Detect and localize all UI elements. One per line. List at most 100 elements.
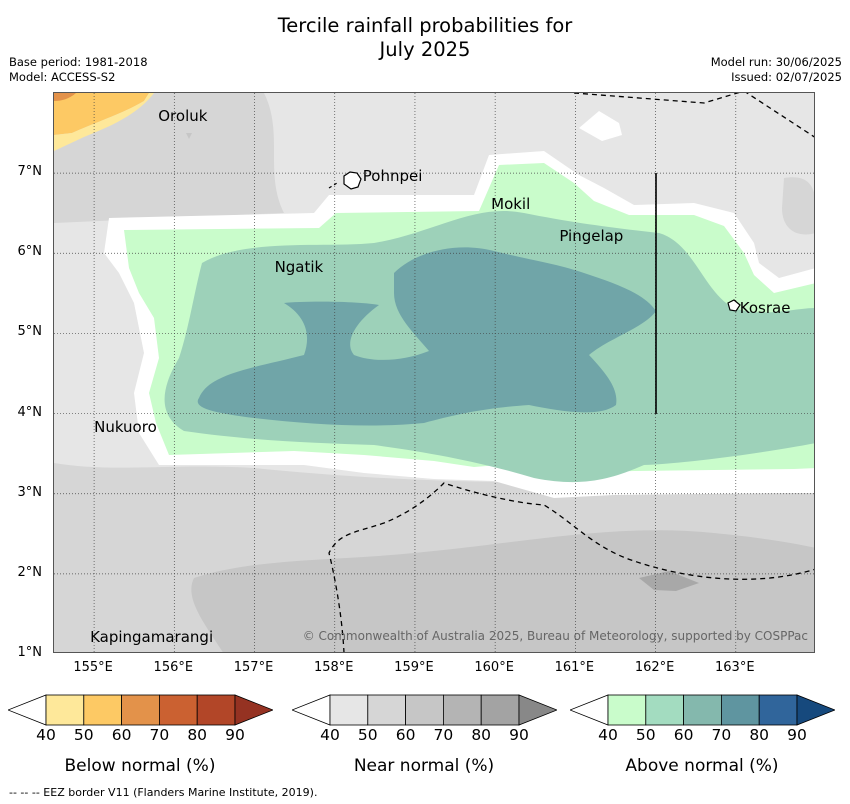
- lat-tick-label: 5°N: [17, 324, 43, 340]
- oroluk-reef: [186, 133, 192, 139]
- colorbar-tick-labels: 40 50 60 70 80 90: [8, 726, 273, 746]
- colorbar-segment: [158, 694, 198, 726]
- colorbar-tick: 50: [635, 726, 656, 744]
- colorbar-tick: 50: [73, 726, 94, 744]
- colorbar-lower-extend: [570, 694, 609, 726]
- colorbar-tick: 60: [673, 726, 694, 744]
- lon-tick-label: 156°E: [153, 660, 194, 675]
- lon-tick-label: 159°E: [394, 660, 434, 675]
- place-label-mokil: Mokil: [491, 195, 531, 214]
- colorbar-segment: [645, 694, 685, 726]
- lat-tick-label: 7°N: [17, 164, 43, 180]
- colorbar-segment: [367, 694, 407, 726]
- base-period: Base period: 1981-2018: [9, 55, 148, 69]
- colorbar-tick: 70: [433, 726, 454, 744]
- run-info: Model run: 30/06/2025 Issued: 02/07/2025: [711, 55, 842, 85]
- place-label-ngatik: Ngatik: [274, 257, 324, 276]
- colorbar-segment: [607, 694, 647, 726]
- colorbar-segment: [720, 694, 760, 726]
- colorbar-tick: 40: [320, 726, 340, 744]
- kosrae-island: [727, 299, 741, 312]
- colorbar-tick: 90: [509, 726, 529, 744]
- lat-tick-label: 4°N: [17, 404, 43, 420]
- eez-border-north: [573, 93, 740, 104]
- place-label-pohnpei: Pohnpei: [362, 167, 423, 186]
- colorbar-above-normal: 40 50 60 70 80 90: [570, 694, 835, 746]
- colorbar-swatches: [570, 694, 835, 726]
- model-name: Model: ACCESS-S2: [9, 70, 116, 84]
- issued-date: Issued: 02/07/2025: [731, 70, 842, 84]
- near-normal-title: Near normal (%): [353, 756, 495, 776]
- map-canvas: [54, 93, 814, 652]
- lon-tick-label: 161°E: [554, 660, 595, 675]
- below-normal-70-patch: [54, 93, 76, 101]
- title-line-1: Tercile rainfall probabilities for: [277, 14, 573, 37]
- colorbar-tick: 80: [749, 726, 770, 744]
- colorbar-segment: [442, 694, 482, 726]
- colorbar-tick: 50: [357, 726, 378, 744]
- graticule: [54, 93, 814, 652]
- near-normal-50-east: [782, 177, 814, 235]
- colorbar-tick: 90: [787, 726, 807, 744]
- below-normal-title: Below normal (%): [64, 756, 216, 776]
- above-normal-70-area: [197, 247, 657, 426]
- colorbar-tick: 60: [395, 726, 416, 744]
- lat-tick-label: 3°N: [17, 484, 43, 500]
- colorbar-segment: [329, 694, 369, 726]
- above-normal-title: Above normal (%): [625, 756, 779, 776]
- colorbar-segment: [683, 694, 722, 726]
- eez-border-pohnpei: [328, 182, 338, 189]
- title-line-2: July 2025: [379, 38, 471, 61]
- colorbar-tick-labels: 40 50 60 70 80 90: [292, 726, 557, 746]
- eez-border-south: [328, 482, 814, 652]
- colorbar-tick: 80: [471, 726, 492, 744]
- colorbar-below-normal: 40 50 60 70 80 90: [8, 694, 273, 746]
- colorbar-segment: [405, 694, 444, 726]
- colorbar-swatches: [8, 694, 273, 726]
- colorbar-segment: [45, 694, 85, 726]
- lon-tick-label: 162°E: [634, 660, 675, 675]
- lat-tick-label: 2°N: [17, 564, 43, 580]
- map-panel[interactable]: Oroluk Pohnpei Mokil Pingelap Ngatik Kosrae Nu…: [53, 92, 815, 653]
- colorbar-segment: [758, 694, 798, 726]
- colorbar-upper-extend: [518, 694, 557, 726]
- small-white-patch: [579, 111, 622, 141]
- near-normal-60-south: [191, 530, 814, 652]
- colorbar-segment: [480, 694, 520, 726]
- colorbar-segment: [196, 694, 236, 726]
- colorbar-lower-extend: [8, 694, 47, 726]
- lon-tick-label: 160°E: [474, 660, 514, 675]
- colorbar-swatches: [292, 694, 557, 726]
- colorbar-segment: [83, 694, 123, 726]
- place-label-kapingamarangi: Kapingamarangi: [90, 627, 214, 646]
- colorbar-tick: 70: [149, 726, 170, 744]
- lon-tick-label: 163°E: [715, 660, 755, 675]
- colorbar-tick-labels: 40 50 60 70 80 90: [570, 726, 835, 746]
- colorbar-lower-extend: [292, 694, 331, 726]
- place-label-pingelap: Pingelap: [559, 227, 624, 246]
- lat-tick-label: 1°N: [17, 645, 43, 660]
- below-normal-60-patch: [54, 93, 149, 135]
- pohnpei-island: [343, 171, 362, 190]
- map-title: Tercile rainfall probabilities for July …: [0, 14, 850, 62]
- colorbar-tick: 60: [111, 726, 132, 744]
- colorbar-tick: 40: [598, 726, 618, 744]
- lon-tick-label: 157°E: [233, 660, 274, 675]
- model-info: Base period: 1981-2018 Model: ACCESS-S2: [9, 55, 148, 85]
- colorbar-tick: 80: [187, 726, 208, 744]
- colorbar-near-normal: 40 50 60 70 80 90: [292, 694, 557, 746]
- colorbar-upper-extend: [796, 694, 835, 726]
- colorbar-tick: 40: [36, 726, 56, 744]
- place-label-nukuoro: Nukuoro: [94, 417, 157, 436]
- eez-footnote: -- -- -- EEZ border V11 (Flanders Marine…: [9, 786, 318, 799]
- place-label-oroluk: Oroluk: [158, 107, 208, 126]
- lon-tick-label: 155°E: [73, 660, 113, 675]
- lat-tick-label: 6°N: [17, 244, 43, 260]
- lon-tick-label: 158°E: [313, 660, 354, 675]
- below-normal-50-ring: [54, 93, 154, 151]
- colorbar-tick: 70: [711, 726, 732, 744]
- colorbar-upper-extend: [234, 694, 273, 726]
- colorbar-segment: [121, 694, 160, 726]
- colorbar-tick: 90: [225, 726, 245, 744]
- copyright-notice: © Commonwealth of Australia 2025, Bureau…: [302, 629, 808, 643]
